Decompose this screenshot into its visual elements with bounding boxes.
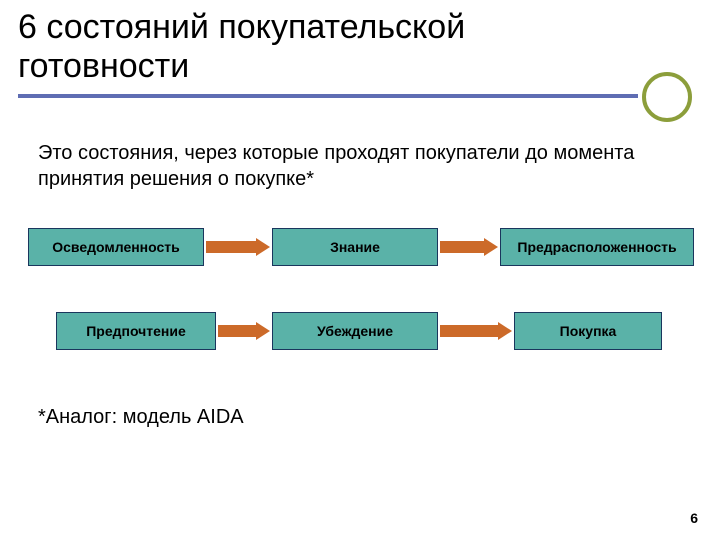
title-underline [18,94,638,98]
stage-box: Убеждение [272,312,438,350]
stage-label: Предпочтение [86,323,186,339]
arrow-icon [218,324,270,338]
arrow-icon [206,240,270,254]
footnote-text: *Аналог: модель AIDA [38,406,682,429]
stage-box: Знание [272,228,438,266]
stage-label: Осведомленность [52,239,180,255]
page-number: 6 [690,510,698,526]
stage-label: Покупка [560,323,617,339]
arrow-icon [440,324,512,338]
stage-label: Предрасположенность [517,239,676,255]
stage-box: Осведомленность [28,228,204,266]
stage-box: Предпочтение [56,312,216,350]
stage-box: Предрасположенность [500,228,694,266]
arrow-icon [440,240,498,254]
decorative-circle-icon [642,72,692,122]
slide-title: 6 состояний покупательской готовности [18,8,578,86]
stage-label: Знание [330,239,380,255]
stages-flowchart: Осведомленность Знание Предрасположенность… [38,228,682,398]
intro-paragraph: Это состояния, через которые проходят по… [38,140,682,192]
stage-label: Убеждение [317,323,393,339]
slide-title-block: 6 состояний покупательской готовности [18,8,578,86]
stage-box: Покупка [514,312,662,350]
slide-body: Это состояния, через которые проходят по… [38,140,682,429]
